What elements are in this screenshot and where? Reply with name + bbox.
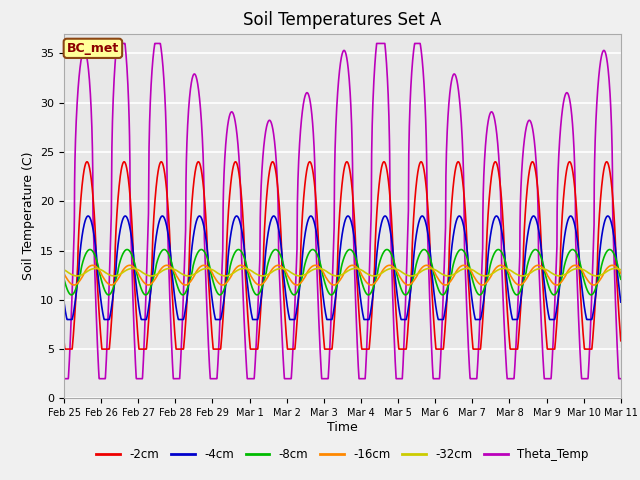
- -32cm: [73, 273, 81, 279]
- -8cm: [617, 276, 625, 282]
- -8cm: [60, 276, 68, 282]
- -32cm: [546, 269, 554, 275]
- -8cm: [606, 247, 614, 252]
- Theta_Temp: [157, 43, 164, 49]
- -16cm: [70, 282, 78, 288]
- -16cm: [124, 263, 132, 269]
- -16cm: [274, 263, 282, 268]
- -4cm: [546, 317, 554, 323]
- Title: Soil Temperatures Set A: Soil Temperatures Set A: [243, 11, 442, 29]
- -16cm: [617, 270, 625, 276]
- Line: -2cm: -2cm: [64, 162, 621, 349]
- -2cm: [298, 222, 306, 228]
- -8cm: [124, 247, 132, 252]
- -4cm: [124, 216, 132, 222]
- -16cm: [606, 263, 614, 269]
- -4cm: [606, 216, 614, 222]
- Theta_Temp: [274, 188, 282, 193]
- -2cm: [617, 338, 625, 344]
- Theta_Temp: [298, 113, 306, 119]
- -16cm: [609, 263, 616, 268]
- Theta_Temp: [606, 91, 614, 96]
- -4cm: [63, 317, 71, 323]
- -32cm: [157, 269, 164, 275]
- -2cm: [60, 338, 68, 344]
- -4cm: [617, 299, 625, 305]
- -2cm: [546, 346, 554, 352]
- -16cm: [60, 270, 68, 276]
- -8cm: [298, 276, 306, 281]
- -32cm: [298, 273, 306, 278]
- Text: BC_met: BC_met: [67, 42, 119, 55]
- -4cm: [157, 215, 164, 220]
- Line: -4cm: -4cm: [64, 216, 621, 320]
- -2cm: [157, 159, 164, 165]
- Legend: -2cm, -4cm, -8cm, -16cm, -32cm, Theta_Temp: -2cm, -4cm, -8cm, -16cm, -32cm, Theta_Te…: [92, 443, 593, 466]
- -32cm: [606, 267, 614, 273]
- Line: Theta_Temp: Theta_Temp: [64, 44, 621, 379]
- Theta_Temp: [113, 41, 121, 47]
- X-axis label: Time: Time: [327, 421, 358, 434]
- Theta_Temp: [60, 376, 68, 382]
- -32cm: [60, 267, 68, 273]
- -32cm: [617, 267, 625, 273]
- Line: -8cm: -8cm: [64, 250, 621, 295]
- -2cm: [606, 171, 614, 177]
- -32cm: [611, 265, 619, 271]
- -32cm: [124, 267, 132, 273]
- Theta_Temp: [124, 78, 132, 84]
- -8cm: [68, 292, 76, 298]
- -2cm: [61, 346, 68, 352]
- Line: -32cm: -32cm: [64, 268, 621, 276]
- -2cm: [603, 159, 611, 165]
- -4cm: [274, 222, 282, 228]
- -4cm: [298, 261, 306, 267]
- -16cm: [298, 279, 306, 285]
- Theta_Temp: [617, 376, 625, 382]
- -8cm: [274, 248, 282, 253]
- -2cm: [274, 184, 282, 190]
- -8cm: [546, 287, 554, 293]
- -4cm: [604, 213, 612, 219]
- -2cm: [124, 171, 132, 177]
- Theta_Temp: [546, 376, 554, 382]
- -32cm: [274, 266, 282, 272]
- -8cm: [157, 250, 164, 255]
- Y-axis label: Soil Temperature (C): Soil Temperature (C): [22, 152, 35, 280]
- -4cm: [60, 299, 68, 305]
- -8cm: [606, 247, 614, 252]
- -16cm: [157, 266, 164, 272]
- Line: -16cm: -16cm: [64, 265, 621, 285]
- -16cm: [546, 276, 554, 282]
